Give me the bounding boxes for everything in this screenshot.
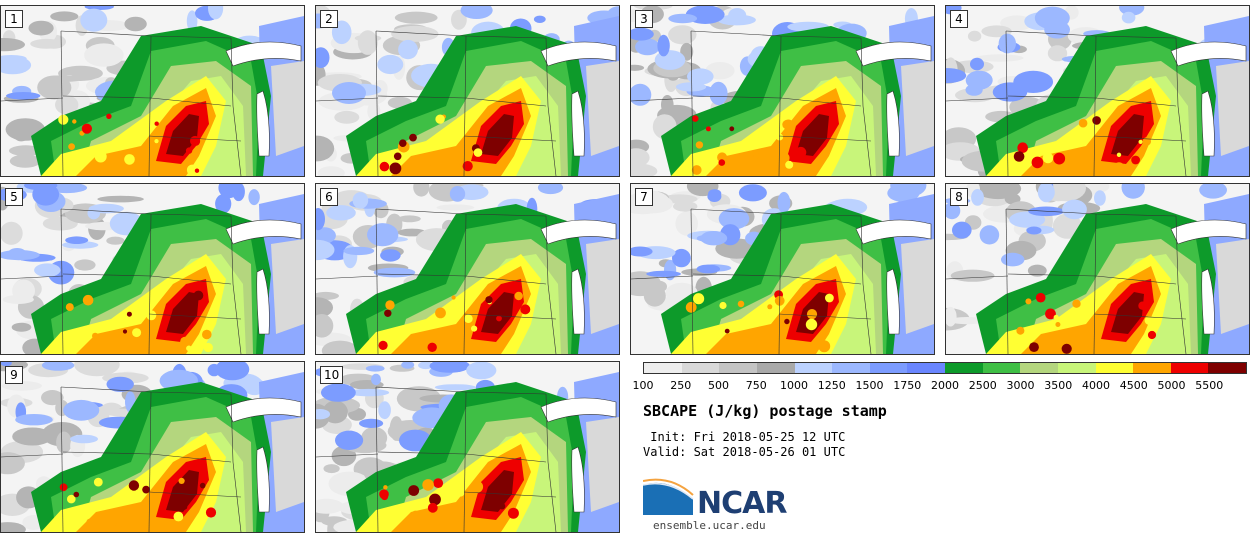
ensemble-member-panel: 10 (315, 361, 620, 533)
colorbar-tick-label: 1750 (893, 379, 922, 392)
plot-title: SBCAPE (J/kg) postage stamp (643, 402, 887, 420)
colorbar-segment (1095, 363, 1134, 373)
sbcape-map (316, 6, 619, 176)
colorbar-tick-label: 250 (670, 379, 692, 392)
ensemble-member-panel: 1 (0, 5, 305, 177)
colorbar-tick-label: 1000 (780, 379, 808, 392)
sbcape-map (631, 184, 934, 354)
colorbar-segment (869, 363, 908, 373)
sbcape-map (946, 6, 1249, 176)
colorbar-segment (907, 363, 945, 373)
colorbar-tick-label: 5500 (1195, 379, 1224, 392)
ncar-wordmark: NCAR (697, 486, 787, 521)
colorbar-tick-label: 4000 (1082, 379, 1110, 392)
member-number: 8 (950, 188, 968, 206)
sbcape-map (316, 362, 619, 532)
colorbar-segment (1133, 363, 1171, 373)
member-number: 1 (5, 10, 23, 28)
ensemble-member-panel: 7 (630, 183, 935, 355)
colorbar-segment (644, 363, 682, 373)
colorbar-tick-label: 750 (745, 379, 767, 392)
colorbar-tick-label: 4500 (1119, 379, 1148, 392)
member-number: 2 (320, 10, 338, 28)
sbcape-map (946, 184, 1249, 354)
colorbar-tick-label: 2500 (968, 379, 997, 392)
ensemble-member-panel: 9 (0, 361, 305, 533)
colorbar-tick-label: 100 (632, 379, 654, 392)
colorbar-labels: 100 250 500 750 1000 1250 1500 1750 2000 2500 3000… (633, 379, 1247, 393)
sbcape-map (631, 6, 934, 176)
colorbar-segment (1170, 363, 1209, 373)
init-time: Init: Fri 2018-05-25 12 UTC (643, 430, 846, 444)
member-number: 10 (320, 366, 344, 384)
ncar-logo-icon (643, 478, 694, 515)
valid-time: Valid: Sat 2018-05-26 01 UTC (643, 445, 846, 459)
ensemble-member-panel: 8 (945, 183, 1250, 355)
ensemble-member-panel: 3 (630, 5, 935, 177)
colorbar-segment (982, 363, 1021, 373)
ensemble-url: ensemble.ucar.edu (653, 519, 766, 532)
member-number: 4 (950, 10, 968, 28)
colorbar (643, 362, 1247, 374)
colorbar-tick-label: 3000 (1006, 379, 1035, 392)
colorbar-segment (1057, 363, 1096, 373)
colorbar-segment (1020, 363, 1058, 373)
member-number: 3 (635, 10, 653, 28)
member-number: 7 (635, 188, 653, 206)
colorbar-tick-label: 500 (708, 379, 729, 392)
colorbar-segment (945, 363, 983, 373)
member-number: 9 (5, 366, 23, 384)
colorbar-tick-label: 1250 (817, 379, 846, 392)
ensemble-member-panel: 6 (315, 183, 620, 355)
colorbar-tick-label: 5000 (1157, 379, 1186, 392)
ensemble-member-panel: 4 (945, 5, 1250, 177)
colorbar-tick-label: 2000 (931, 379, 959, 392)
member-number: 6 (320, 188, 338, 206)
colorbar-tick-label: 1500 (855, 379, 884, 392)
colorbar-segment (681, 363, 720, 373)
sbcape-map (1, 362, 304, 532)
member-number: 5 (5, 188, 23, 206)
colorbar-segment (794, 363, 833, 373)
colorbar-tick-label: 3500 (1044, 379, 1073, 392)
sbcape-map (1, 184, 304, 354)
sbcape-map (1, 6, 304, 176)
colorbar-segment (1208, 363, 1246, 373)
sbcape-map (316, 184, 619, 354)
ensemble-member-panel: 5 (0, 183, 305, 355)
colorbar-segment (832, 363, 870, 373)
colorbar-segment (756, 363, 795, 373)
colorbar-segment (719, 363, 757, 373)
ensemble-member-panel: 2 (315, 5, 620, 177)
